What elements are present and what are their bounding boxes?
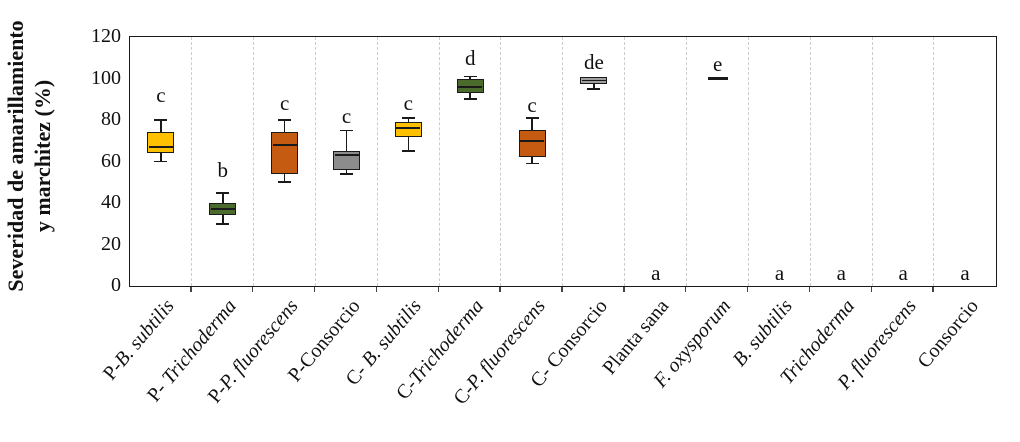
x-axis-tick [499,287,501,292]
significance-letter: c [527,93,537,118]
y-tick-label: 120 [91,25,121,47]
whisker-cap-bottom [278,181,292,184]
whisker-cap-bottom [216,222,230,225]
x-axis-tick [190,287,192,292]
significance-letter: e [712,51,723,76]
median-line [581,79,606,82]
median-line [148,146,173,148]
box [518,130,546,158]
y-axis-title: Severidad de amarillamiento y marchitez … [2,6,58,306]
y-axis-title-line1: Severidad de amarillamiento [3,20,28,292]
whisker-cap-top [216,191,230,194]
category-separator-line [252,37,254,286]
category-separator-line [685,37,687,286]
category-separator-line [871,37,873,286]
category-separator-line [624,37,626,286]
whisker-cap-top [154,119,168,121]
significance-letter: a [836,260,846,285]
x-axis-tick [746,287,749,292]
x-axis-tick [932,287,934,292]
whisker-cap-bottom [401,150,415,152]
box [456,78,484,94]
x-axis-tick [437,287,440,292]
whisker-cap-top [340,129,353,132]
plot-area: c b c c c d c de a e a a a a [129,36,997,287]
whisker-cap-top [278,119,292,121]
whisker-cap-top [525,117,539,119]
median-line [396,127,421,130]
whisker-cap-bottom [525,162,539,165]
significance-letter: c [156,83,166,108]
y-tick-label: 0 [111,274,121,296]
y-tick-label: 40 [101,191,121,213]
whisker-cap-bottom [154,160,168,163]
box [271,132,299,174]
whisker-cap-bottom [587,88,601,90]
category-separator-line [500,37,502,286]
category-separator-line [314,37,316,286]
significance-letter: d [464,45,476,70]
x-axis-tick [808,287,811,292]
x-axis-tick [870,287,873,292]
whisker-cap-bottom [340,173,353,175]
significance-letter: a [774,260,785,285]
category-separator-line [376,37,378,286]
category-separator-line [933,37,935,286]
category-separator-line [747,37,749,286]
significance-letter: c [279,91,290,116]
x-axis-tick [313,287,316,292]
category-separator-line [809,37,811,286]
box [394,122,422,137]
median-line [520,139,545,142]
whisker-cap-bottom [463,98,477,101]
significance-letter: c [403,91,413,116]
x-axis-tick [623,287,625,292]
significance-letter: a [960,260,970,285]
x-axis-tick [561,287,563,292]
significance-letter: c [341,103,352,128]
y-axis-title-line2: y marchitez (%) [30,79,55,233]
collapsed-box-line [707,77,728,80]
significance-letter: a [651,260,661,285]
significance-letter: a [898,260,908,285]
x-label: Consorcio [913,295,983,373]
median-line [272,144,297,146]
x-axis-tick [251,287,254,292]
whisker-cap-top [401,117,415,119]
category-separator-line [438,37,440,286]
median-line [210,208,235,211]
category-separator-line [562,37,564,286]
whisker-cap-top [463,75,477,78]
category-separator-line [191,37,193,286]
y-tick-label: 20 [101,232,121,255]
x-axis-tick [375,287,378,292]
box [147,132,175,154]
median-line [334,154,359,157]
x-label-name: Consorcio [913,295,983,373]
y-tick-label: 60 [101,149,121,172]
x-axis-tick [684,287,687,292]
significance-letter: de [584,49,604,74]
median-line [458,85,483,88]
y-tick-label: 100 [91,66,121,89]
y-tick-label: 80 [101,108,121,130]
significance-letter: b [217,157,229,182]
